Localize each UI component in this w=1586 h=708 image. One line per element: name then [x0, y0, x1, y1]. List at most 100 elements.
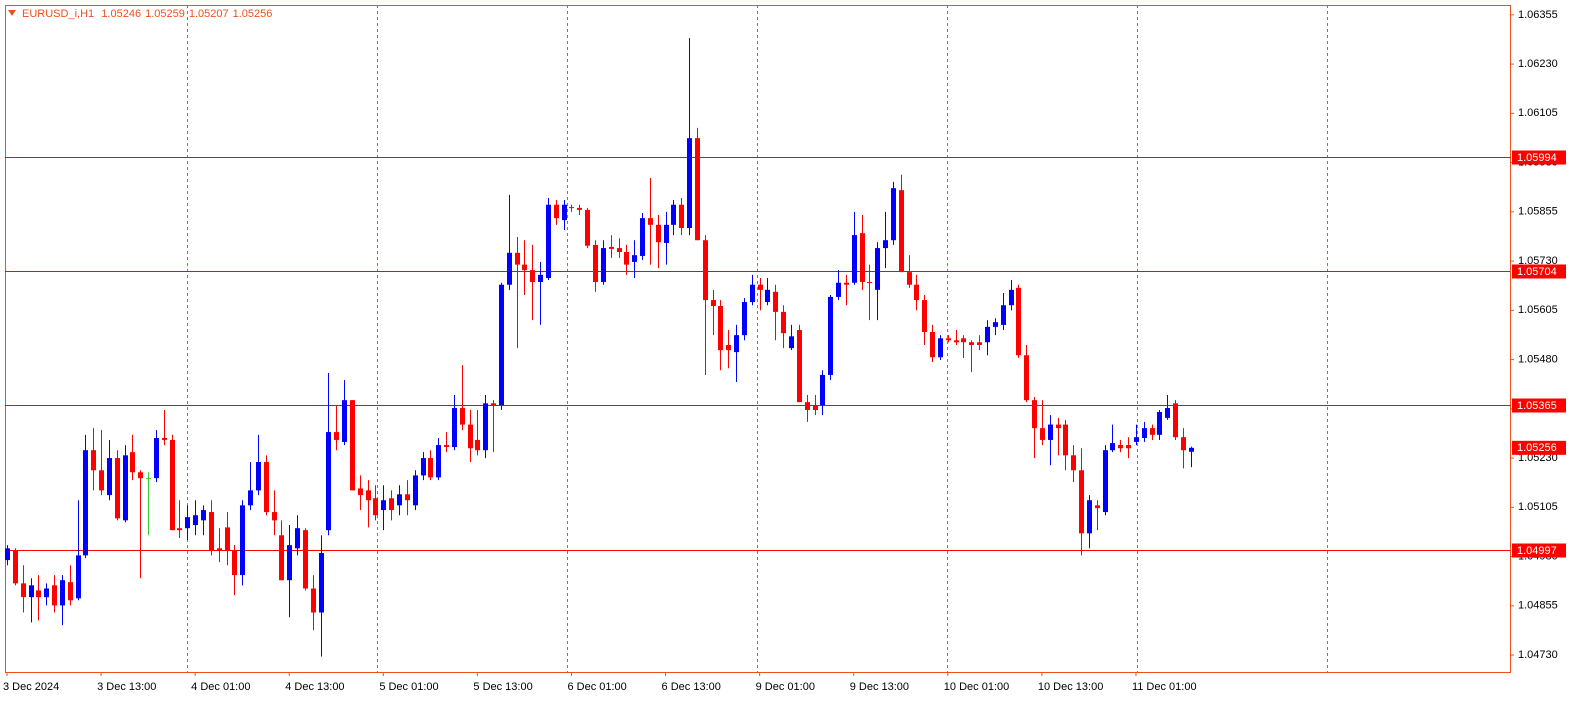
- candle-body: [248, 490, 253, 506]
- candle-body: [413, 475, 418, 506]
- candle-body: [632, 255, 637, 262]
- candle-body: [491, 403, 496, 406]
- candle-body: [1173, 403, 1178, 438]
- candle-body: [162, 437, 167, 440]
- candle-body: [1024, 355, 1029, 401]
- candle-body: [836, 282, 841, 297]
- candle-body: [1150, 428, 1155, 435]
- candle-body: [13, 550, 18, 584]
- candle-body: [977, 342, 982, 346]
- candle-body: [687, 138, 692, 228]
- x-tick-label: 3 Dec 2024: [3, 681, 59, 693]
- y-tick-label: 1.05230: [1518, 452, 1558, 464]
- candle-body: [138, 472, 143, 479]
- candle-body: [1110, 443, 1115, 451]
- price-label: 1.05256: [1517, 442, 1557, 454]
- candle-body: [844, 282, 849, 285]
- y-tick-label: 1.05855: [1518, 206, 1558, 218]
- candle-body: [797, 330, 802, 403]
- candle-body: [1016, 287, 1021, 356]
- candle-body: [1063, 424, 1068, 456]
- candle-body: [671, 204, 676, 225]
- candle-body: [609, 246, 614, 249]
- candle-body: [624, 252, 629, 265]
- candle-body: [405, 494, 410, 501]
- candle-body: [460, 408, 465, 425]
- candle-body: [421, 458, 426, 476]
- candle-body: [875, 248, 880, 290]
- candle-body: [91, 450, 96, 471]
- candle-body: [319, 553, 324, 613]
- header-open: 1.05246: [101, 8, 141, 20]
- candle-body: [750, 284, 755, 303]
- candle-body: [569, 207, 574, 209]
- candle-body: [1181, 437, 1186, 451]
- x-tick-label: 10 Dec 01:00: [944, 681, 1009, 693]
- candle-body: [648, 218, 653, 225]
- candle-body: [209, 512, 214, 551]
- candle-body: [256, 462, 261, 491]
- candle-body: [436, 445, 441, 478]
- levels: [5, 157, 1510, 551]
- candle-body: [397, 494, 402, 506]
- candle-body: [891, 188, 896, 241]
- candle-body: [765, 289, 770, 303]
- candle-body: [303, 530, 308, 589]
- candle-body: [1134, 437, 1139, 442]
- candle-body: [530, 270, 535, 282]
- candle-body: [883, 240, 888, 249]
- candle-body: [240, 505, 245, 576]
- candle-body: [499, 284, 504, 406]
- candle-body: [1126, 445, 1131, 449]
- candle-body: [1157, 411, 1162, 435]
- level-label: 1.05704: [1517, 266, 1557, 278]
- y-tick-label: 1.05105: [1518, 501, 1558, 513]
- x-tick-label: 11 Dec 01:00: [1132, 681, 1197, 693]
- candle-body: [311, 588, 316, 613]
- candle-body: [914, 284, 919, 301]
- header-high: 1.05259: [145, 8, 185, 20]
- candle-body: [76, 555, 81, 599]
- menu-triangle[interactable]: [8, 10, 16, 16]
- candle-body: [860, 233, 865, 282]
- candle-body: [217, 548, 222, 551]
- candle-body: [758, 284, 763, 290]
- candle-body: [507, 252, 512, 285]
- candle-body: [177, 528, 182, 531]
- candles: [5, 38, 1194, 657]
- candle-body: [36, 590, 41, 598]
- symbol: EURUSD_i,H1: [22, 8, 94, 20]
- candle-body: [185, 517, 190, 529]
- candle-body: [1056, 424, 1061, 429]
- candle-body: [154, 437, 159, 479]
- candle-body: [1087, 500, 1092, 534]
- y-tick-label: 1.05605: [1518, 304, 1558, 316]
- candle-body: [350, 400, 355, 491]
- candle-body: [562, 204, 567, 221]
- header-close: 1.05256: [233, 8, 273, 20]
- candle-body: [789, 336, 794, 349]
- candle-body: [193, 515, 198, 526]
- candle-body: [1103, 450, 1108, 513]
- level-box: [1512, 398, 1566, 413]
- candle-body: [899, 190, 904, 273]
- y-tick-label: 1.06230: [1518, 58, 1558, 70]
- candle-body: [21, 583, 26, 598]
- y-tick-label: 1.05480: [1518, 353, 1558, 365]
- level-box: [1512, 543, 1566, 558]
- candle-body: [428, 458, 433, 478]
- candle-body: [930, 331, 935, 358]
- candle-body: [954, 340, 959, 343]
- candle-body: [287, 545, 292, 581]
- candle-body: [922, 300, 927, 332]
- candle-body: [99, 470, 104, 491]
- candle-body: [993, 322, 998, 327]
- y-tick-label: 1.06105: [1518, 107, 1558, 119]
- candle-body: [107, 458, 112, 496]
- candle-body: [742, 302, 747, 336]
- candle-body: [1032, 400, 1037, 429]
- candle-body: [115, 458, 120, 519]
- candle-body: [373, 498, 378, 516]
